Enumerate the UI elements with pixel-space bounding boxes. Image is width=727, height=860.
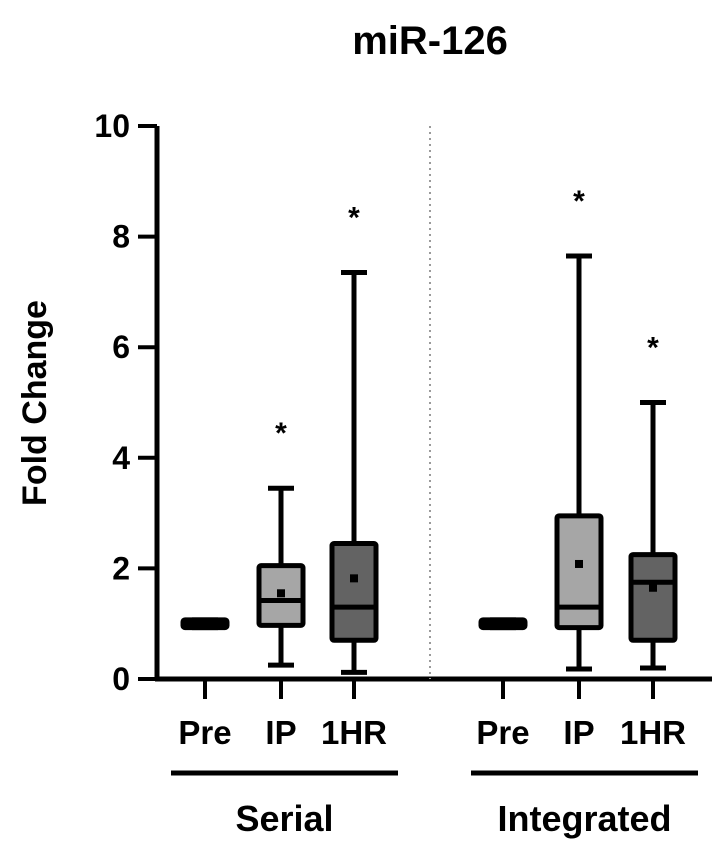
x-tick-label: Pre xyxy=(476,714,529,751)
x-tick-label: 1HR xyxy=(321,714,387,751)
boxes: * * * * xyxy=(180,185,678,675)
axes xyxy=(138,124,712,699)
x-tick-label: 1HR xyxy=(620,714,686,751)
box-ip xyxy=(554,513,604,631)
significance-star: * xyxy=(348,202,360,235)
mean-marker xyxy=(649,583,657,592)
y-tick-label: 0 xyxy=(112,661,130,697)
y-axis-label: Fold Change xyxy=(16,300,54,506)
significance-star: * xyxy=(275,417,287,450)
significance-star: * xyxy=(573,185,585,218)
x-tick-label: IP xyxy=(563,714,594,751)
group-label: Serial xyxy=(235,798,333,839)
y-tick-label: 2 xyxy=(112,550,130,586)
significance-star: * xyxy=(647,332,659,365)
y-tick-label: 6 xyxy=(112,329,130,365)
y-tick-label: 10 xyxy=(94,108,130,144)
y-tick-label: 4 xyxy=(112,440,130,476)
y-tick-labels: 0 2 4 6 8 10 xyxy=(94,108,130,697)
x-tick-labels: Pre IP 1HR Pre IP 1HR xyxy=(178,714,686,751)
group-label: Integrated xyxy=(497,798,671,839)
y-tick-label: 8 xyxy=(112,219,130,255)
mean-marker xyxy=(575,559,583,568)
mean-marker xyxy=(499,619,507,628)
x-tick-label: IP xyxy=(265,714,296,751)
mean-marker xyxy=(201,619,209,628)
box-1hr xyxy=(329,541,379,643)
chart-title: miR-126 xyxy=(352,19,508,63)
mean-marker xyxy=(277,589,285,598)
box-1hr xyxy=(628,552,678,643)
mean-marker xyxy=(350,574,358,583)
x-tick-label: Pre xyxy=(178,714,231,751)
group-labels: Serial Integrated xyxy=(171,770,698,839)
